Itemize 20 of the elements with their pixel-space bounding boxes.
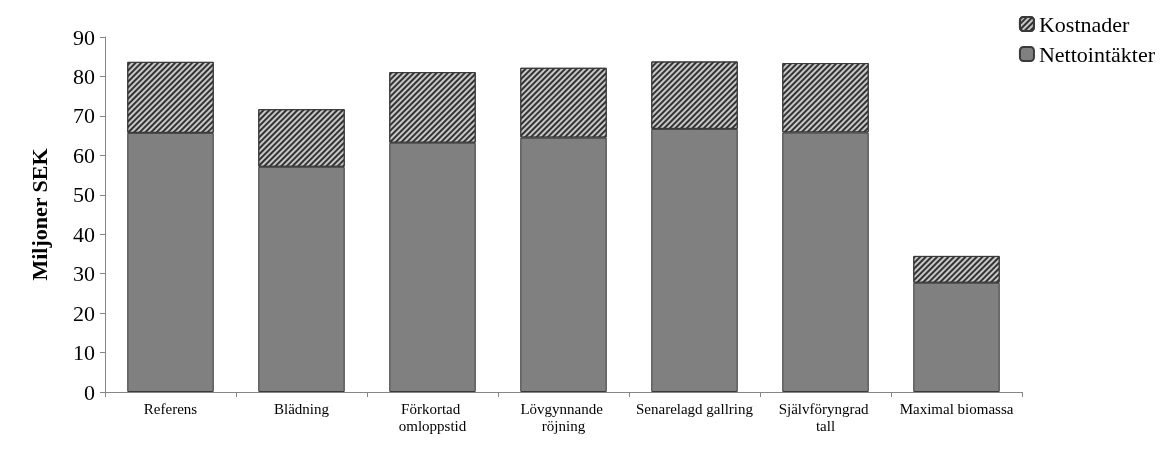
- y-tick-label: 70: [73, 103, 95, 129]
- legend-label: Nettointäkter: [1038, 41, 1156, 67]
- y-tick-label: 80: [73, 63, 95, 89]
- x-tick-label: Maximal biomassa: [899, 400, 1014, 417]
- x-tick-label: Referens: [143, 400, 198, 417]
- y-tick-label: 90: [73, 24, 95, 50]
- y-axis-title: Miljoner SEK: [26, 148, 52, 281]
- x-tick-label: Förkortad omloppstid: [398, 400, 467, 434]
- y-tick-label: 40: [73, 221, 95, 247]
- x-tick-label: Självföryngrad tall: [778, 400, 873, 434]
- y-tick-label: 10: [73, 340, 95, 366]
- y-tick-label: 0: [84, 379, 95, 405]
- y-tick-label: 50: [73, 182, 95, 208]
- y-tick-label: 30: [73, 261, 95, 287]
- x-tick-label: Lövgynnande röjning: [520, 400, 607, 434]
- x-tick-label: Blädning: [274, 400, 330, 417]
- x-tick-label: Senarelagd gallring: [635, 400, 754, 417]
- legend-label: Kostnader: [1038, 11, 1131, 37]
- y-tick-label: 20: [73, 300, 95, 326]
- y-tick-label: 60: [73, 142, 95, 168]
